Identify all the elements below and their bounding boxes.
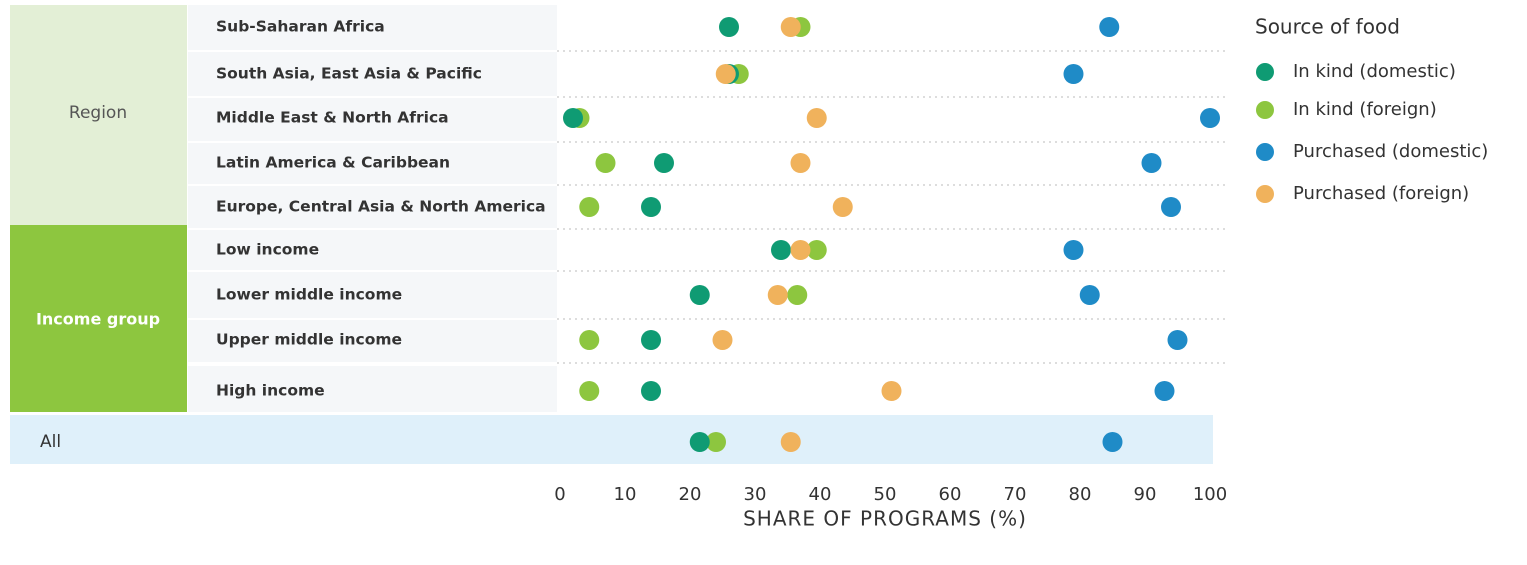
row-label-band xyxy=(188,272,557,318)
dot xyxy=(780,432,801,452)
legend-swatch xyxy=(1256,143,1274,161)
row-label-band xyxy=(188,52,557,96)
dot xyxy=(641,197,661,217)
all-row-band xyxy=(10,415,1213,464)
dot xyxy=(641,330,661,350)
x-tick-label: 100 xyxy=(1193,484,1227,505)
x-tick-label: 40 xyxy=(809,484,832,505)
row-label: Latin America & Caribbean xyxy=(216,154,450,172)
legend-label: In kind (foreign) xyxy=(1293,99,1437,120)
dot xyxy=(1079,285,1100,305)
row-label: Lower middle income xyxy=(216,286,402,304)
dot xyxy=(1167,330,1188,350)
income-group-band xyxy=(10,225,187,412)
legend-label: Purchased (domestic) xyxy=(1293,141,1488,162)
dot xyxy=(1063,64,1084,84)
row-label: Europe, Central Asia & North America xyxy=(216,198,546,216)
x-tick-label: 20 xyxy=(679,484,702,505)
row-label: All xyxy=(40,432,61,452)
row-label: South Asia, East Asia & Pacific xyxy=(216,65,482,83)
group-label: Income group xyxy=(36,310,160,329)
row-label-band xyxy=(188,186,557,228)
row-label-band xyxy=(188,230,557,270)
x-axis-label: SHARE OF PROGRAMS (%) xyxy=(743,507,1027,531)
row-label: Upper middle income xyxy=(216,331,402,349)
dot xyxy=(719,17,739,37)
dot xyxy=(1099,17,1120,37)
dot xyxy=(654,153,674,173)
x-tick-label: 10 xyxy=(614,484,637,505)
dot xyxy=(790,153,811,173)
dot xyxy=(790,240,811,260)
region-group-band xyxy=(10,5,187,225)
dot xyxy=(780,17,801,37)
legend-label: In kind (domestic) xyxy=(1293,61,1456,82)
dot xyxy=(579,197,600,217)
dot xyxy=(1141,153,1162,173)
x-tick-label: 80 xyxy=(1069,484,1092,505)
dot xyxy=(1063,240,1084,260)
dot xyxy=(1102,432,1123,452)
legend-swatch xyxy=(1256,63,1274,81)
x-tick-label: 60 xyxy=(939,484,962,505)
dot xyxy=(1200,108,1220,128)
dot xyxy=(806,240,827,260)
x-tick-label: 30 xyxy=(744,484,767,505)
row-label: Sub-Saharan Africa xyxy=(216,18,385,36)
legend-label: Purchased (foreign) xyxy=(1293,183,1469,204)
dot xyxy=(881,381,902,401)
x-tick-label: 90 xyxy=(1134,484,1157,505)
dot xyxy=(767,285,788,305)
legend-title: Source of food xyxy=(1255,15,1400,39)
dot xyxy=(689,432,710,452)
dot xyxy=(806,108,827,128)
dot xyxy=(712,330,733,350)
legend-swatch xyxy=(1256,101,1274,119)
row-label: Low income xyxy=(216,241,319,259)
row-label-band xyxy=(188,98,557,141)
dot xyxy=(641,381,661,401)
row-label-band xyxy=(188,366,557,412)
x-tick-label: 0 xyxy=(554,484,565,505)
dot xyxy=(706,432,726,452)
dot xyxy=(1161,197,1181,217)
dot xyxy=(579,330,600,350)
x-tick-label: 50 xyxy=(874,484,897,505)
dot xyxy=(787,285,808,305)
row-label: High income xyxy=(216,382,325,400)
group-label: Region xyxy=(69,103,127,123)
dot xyxy=(1154,381,1175,401)
dot xyxy=(715,64,736,84)
dot xyxy=(689,285,710,305)
dot xyxy=(595,153,616,173)
row-label-band xyxy=(188,320,557,362)
dot xyxy=(832,197,853,217)
legend-swatch xyxy=(1256,185,1274,203)
dot xyxy=(579,381,600,401)
x-tick-label: 70 xyxy=(1004,484,1027,505)
row-label-band xyxy=(188,5,557,50)
row-label: Middle East & North Africa xyxy=(216,109,449,127)
dot xyxy=(771,240,791,260)
row-label-band xyxy=(188,143,557,184)
dot xyxy=(563,108,583,128)
